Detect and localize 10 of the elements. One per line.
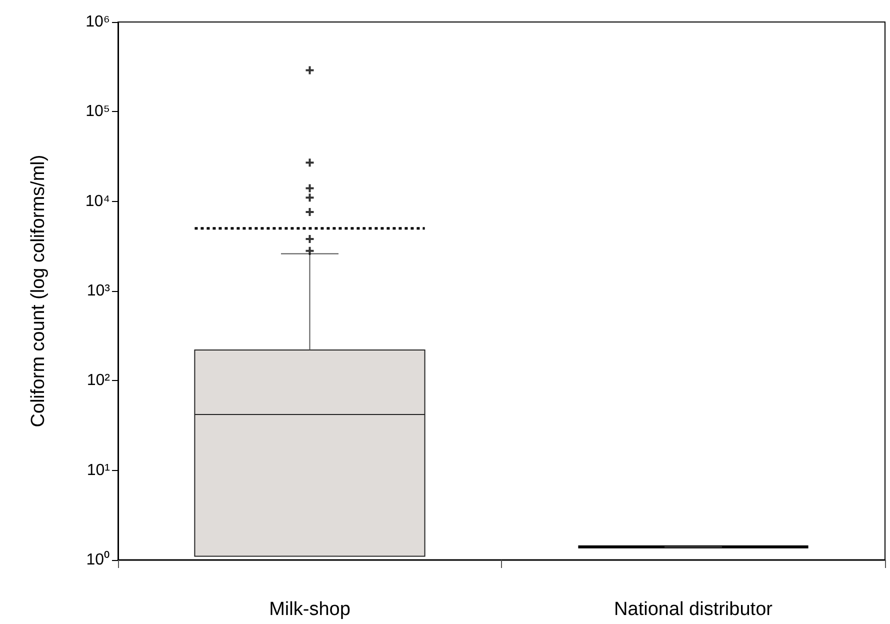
y-tick-label: 10²	[86, 372, 111, 390]
y-tick-label: 10⁵	[86, 103, 110, 120]
x-tick-label: Milk-shop	[269, 599, 350, 620]
y-tick-label: 10⁴	[85, 192, 110, 210]
y-tick-label: 10⁶	[86, 14, 110, 30]
y-axis-title: Coliform count (log coliforms/ml)	[28, 154, 49, 428]
y-tick-label: 10⁰	[86, 550, 110, 568]
x-tick-label: National distributor	[614, 599, 774, 620]
y-tick-label: 10³	[86, 282, 111, 300]
y-tick-label: 10¹	[86, 462, 110, 479]
